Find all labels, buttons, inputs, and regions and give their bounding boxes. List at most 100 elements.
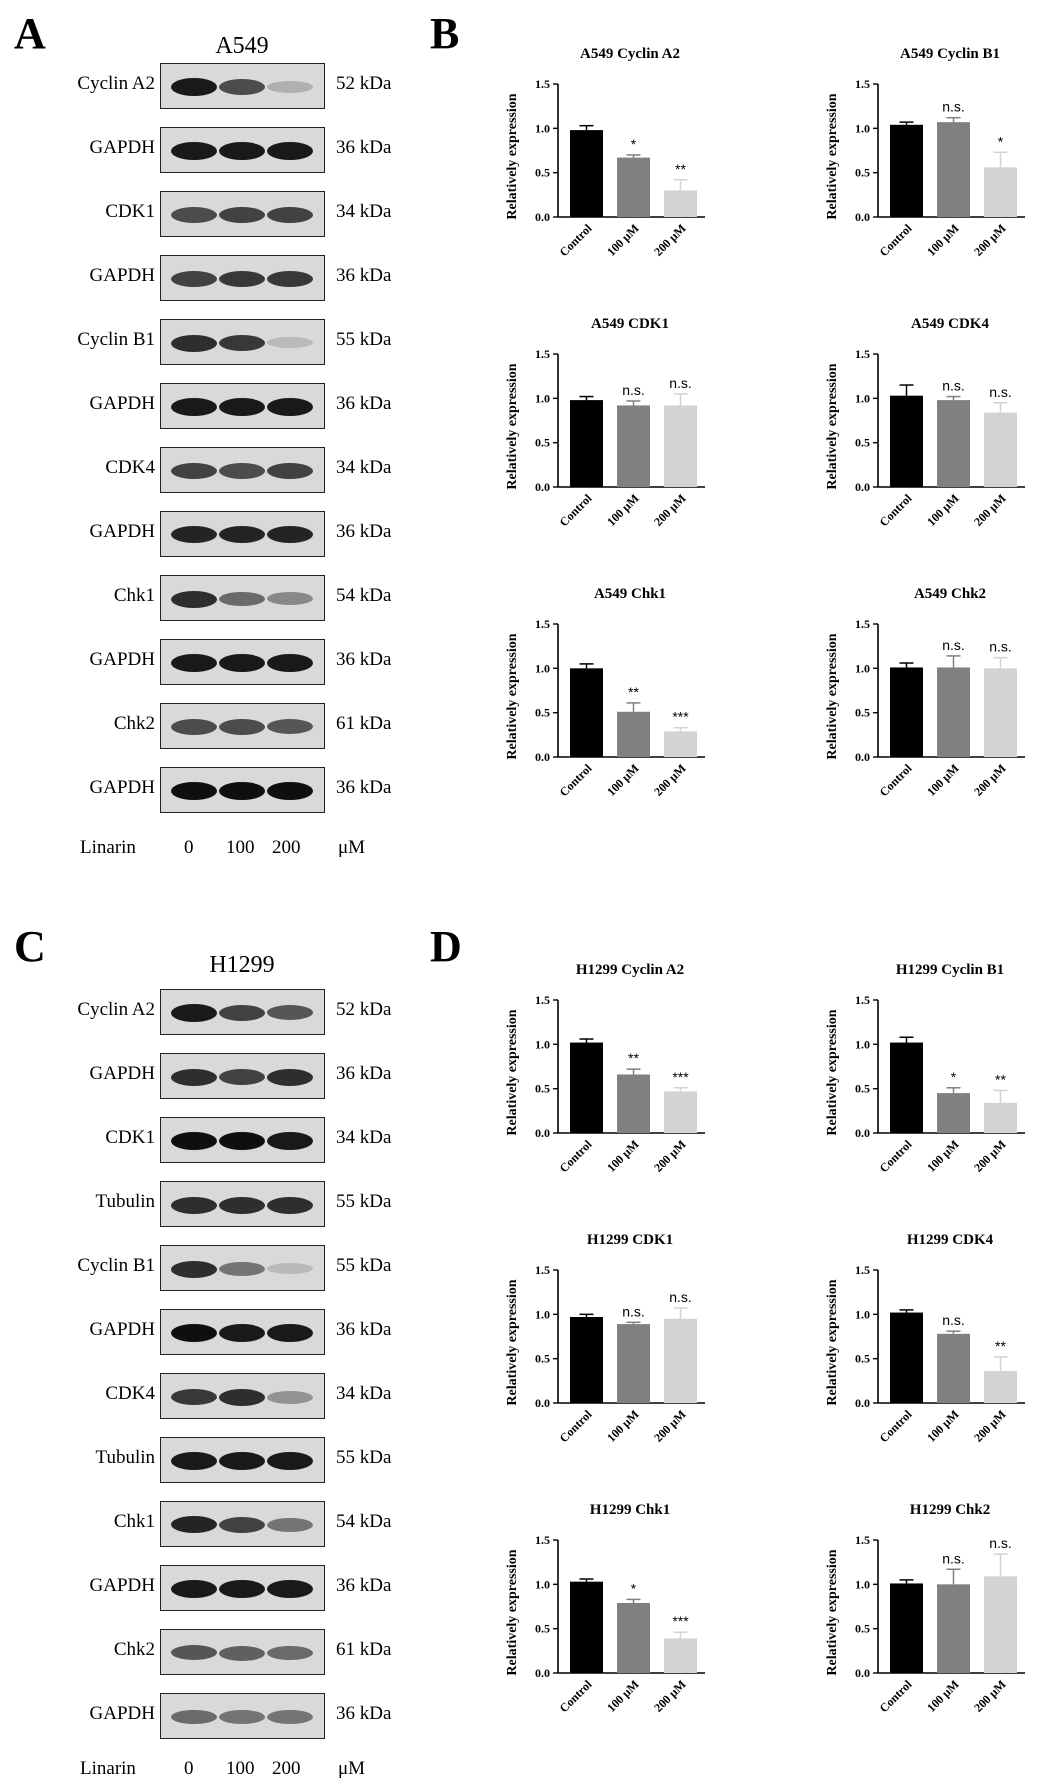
x-tick-label: 200 μM <box>651 491 689 529</box>
dose-label: 0 <box>184 837 194 858</box>
bar <box>984 412 1017 487</box>
protein-label: Chk2 <box>113 713 155 734</box>
blot-band <box>219 1324 265 1342</box>
panel-label-a: A <box>14 9 46 58</box>
bar <box>984 167 1017 217</box>
molecular-weight-label: 55 kDa <box>336 1191 392 1212</box>
significance-label: n.s. <box>942 378 965 394</box>
molecular-weight-label: 61 kDa <box>336 713 392 734</box>
blot-band <box>171 1197 217 1214</box>
y-tick-label: 1.5 <box>535 1263 550 1277</box>
bar <box>890 1312 923 1403</box>
y-axis-label: Relatively expression <box>505 633 520 759</box>
blot-strip <box>160 1693 325 1739</box>
protein-label: GAPDH <box>89 265 155 286</box>
x-tick-label: Control <box>557 761 595 799</box>
y-tick-label: 0.0 <box>855 1396 870 1410</box>
protein-label: CDK1 <box>105 1127 155 1148</box>
y-axis-label: Relatively expression <box>505 1009 520 1135</box>
blot-band <box>219 526 265 543</box>
x-tick-label: 200 μM <box>971 1137 1009 1175</box>
blot-row: GAPDH 36 kDa <box>0 1693 460 1739</box>
blot-strip <box>160 1053 325 1099</box>
bar <box>937 1093 970 1133</box>
protein-label: GAPDH <box>89 521 155 542</box>
blot-band <box>219 142 265 160</box>
bar-chart: A549 CDK1 Relatively expression 0.0 0.5 1.0 1… <box>505 316 705 529</box>
x-tick-label: 100 μM <box>604 1407 642 1445</box>
protein-label: CDK1 <box>105 201 155 222</box>
blot-band <box>171 78 217 96</box>
blot-band <box>219 1197 265 1214</box>
molecular-weight-label: 52 kDa <box>336 73 392 94</box>
molecular-weight-label: 36 kDa <box>336 777 392 798</box>
treatment-label: Linarin <box>80 1758 136 1779</box>
x-tick-label: 200 μM <box>971 1677 1009 1715</box>
bar-chart: A549 Cyclin B1 Relatively expression 0.0 0.… <box>825 46 1025 259</box>
x-tick-label: 100 μM <box>604 221 642 259</box>
blot-band <box>171 654 217 672</box>
blot-band <box>219 271 265 287</box>
blot-strip <box>160 191 325 237</box>
molecular-weight-label: 36 kDa <box>336 1319 392 1340</box>
blot-row: Cyclin B1 55 kDa <box>0 1245 460 1291</box>
bar <box>937 667 970 757</box>
blot-row: Tubulin 55 kDa <box>0 1437 460 1483</box>
blot-band <box>267 1518 313 1532</box>
blot-band <box>171 1132 217 1150</box>
y-tick-label: 0.5 <box>535 1082 550 1096</box>
x-tick-label: 100 μM <box>604 1137 642 1175</box>
blot-band <box>267 337 313 348</box>
blot-band <box>267 207 313 223</box>
molecular-weight-label: 34 kDa <box>336 201 392 222</box>
bar-chart: A549 CDK4 Relatively expression 0.0 0.5 1.0 1… <box>825 316 1025 529</box>
significance-label: n.s. <box>669 375 692 391</box>
bar <box>617 157 650 217</box>
y-tick-label: 1.0 <box>535 661 550 675</box>
bar <box>570 130 603 217</box>
blot-row: Chk1 54 kDa <box>0 575 460 621</box>
y-axis-label: Relatively expression <box>505 93 520 219</box>
y-tick-label: 0.0 <box>535 750 550 764</box>
bar <box>570 1581 603 1673</box>
y-axis-label: Relatively expression <box>505 363 520 489</box>
x-tick-label: Control <box>557 221 595 259</box>
significance-label: n.s. <box>942 637 965 653</box>
x-tick-label: 100 μM <box>924 491 962 529</box>
bar <box>664 1318 697 1403</box>
x-tick-label: Control <box>877 221 915 259</box>
blot-band <box>171 463 217 479</box>
significance-label: * <box>631 136 637 152</box>
significance-label: *** <box>672 1069 689 1085</box>
x-tick-label: Control <box>877 1137 915 1175</box>
x-tick-label: Control <box>557 1137 595 1175</box>
bar-chart: H1299 CDK1 Relatively expression 0.0 0.5 1.0… <box>505 1232 705 1445</box>
molecular-weight-label: 34 kDa <box>336 1127 392 1148</box>
blot-strip <box>160 511 325 557</box>
blot-band <box>171 1580 217 1598</box>
significance-label: * <box>951 1069 957 1085</box>
dose-label: 200 <box>272 837 301 858</box>
blot-band <box>267 782 313 800</box>
y-tick-label: 1.0 <box>855 1037 870 1051</box>
dose-unit-label: μM <box>338 1758 366 1779</box>
blot-band <box>219 1517 265 1533</box>
blot-strip <box>160 1309 325 1355</box>
blot-band <box>219 782 265 800</box>
y-tick-label: 1.5 <box>535 347 550 361</box>
blot-band <box>219 1646 265 1661</box>
molecular-weight-label: 36 kDa <box>336 137 392 158</box>
chart-title: H1299 Cyclin B1 <box>896 962 1004 978</box>
bar <box>984 1371 1017 1403</box>
protein-label: Cyclin B1 <box>77 1255 155 1276</box>
blot-band <box>219 463 265 479</box>
blot-band <box>267 463 313 479</box>
blot-band <box>219 654 265 672</box>
y-tick-label: 0.0 <box>535 1126 550 1140</box>
y-axis-label: Relatively expression <box>825 93 840 219</box>
blot-band <box>171 719 217 735</box>
blot-row: GAPDH 36 kDa <box>0 767 460 813</box>
blot-band <box>267 1452 313 1470</box>
bar <box>664 1638 697 1673</box>
significance-label: n.s. <box>989 639 1012 655</box>
